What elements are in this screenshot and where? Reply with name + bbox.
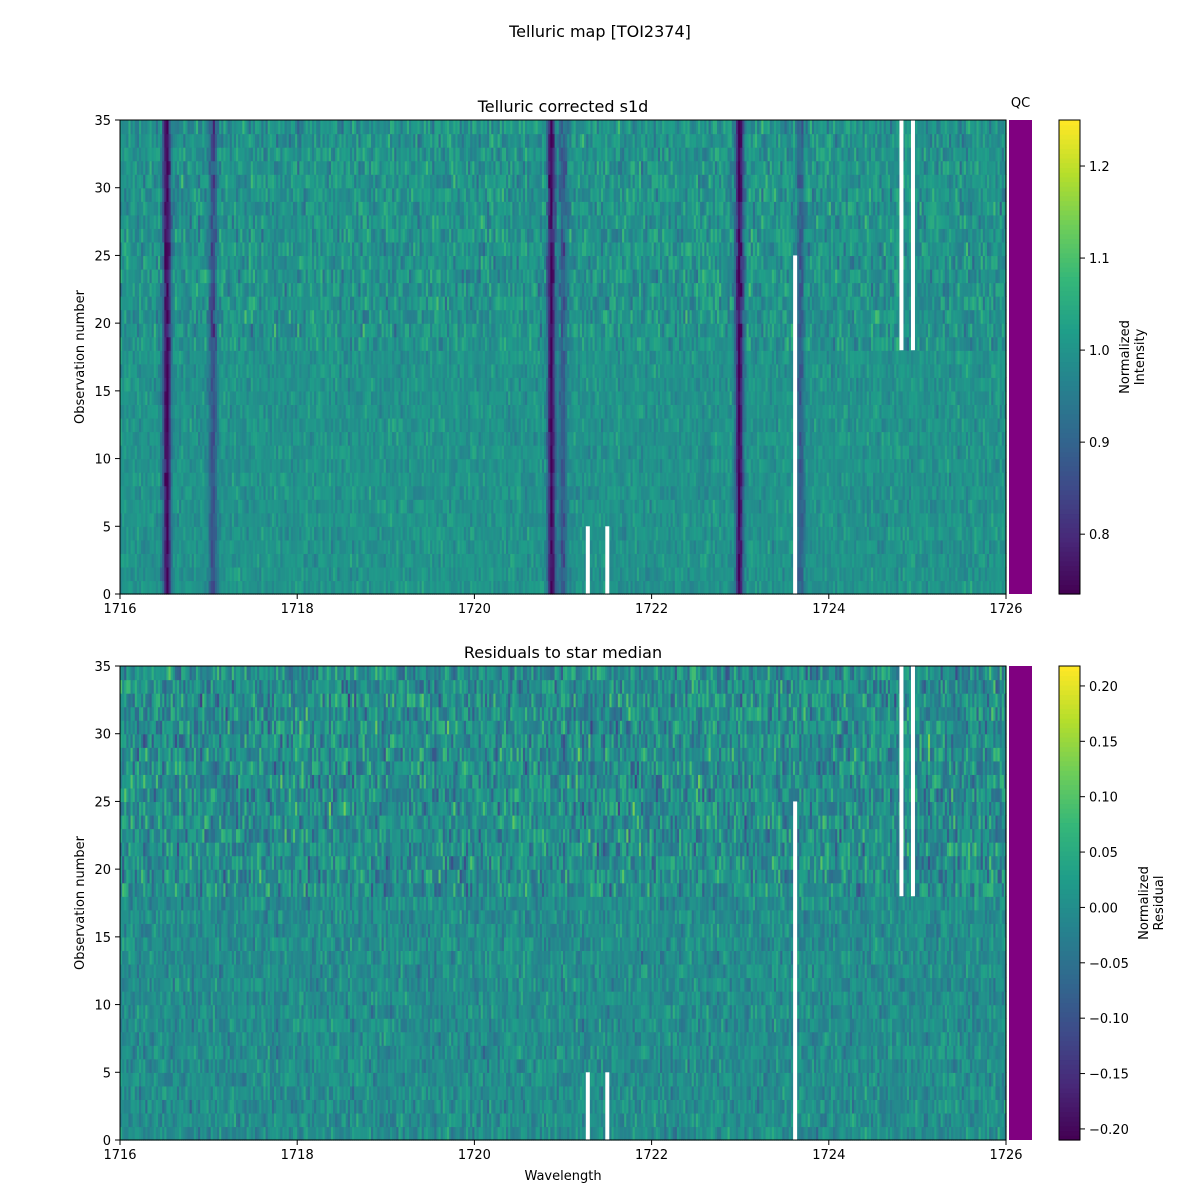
y-tick-label: 20 <box>94 863 111 878</box>
x-tick-label: 1724 <box>812 1148 845 1163</box>
colorbar-tick-label: 1.0 <box>1089 344 1110 359</box>
data-gap <box>899 120 904 351</box>
y-tick-label: 10 <box>94 999 111 1014</box>
colorbar-label: NormalizedResidual <box>1137 866 1167 940</box>
x-tick-label: 1716 <box>103 602 136 617</box>
colorbar-tick-label: 0.05 <box>1089 846 1118 861</box>
plot-frame <box>119 665 1007 1141</box>
data-gap <box>793 801 798 1140</box>
y-tick-label: 15 <box>94 931 111 946</box>
colorbar-tick-label: −0.20 <box>1089 1123 1129 1138</box>
x-tick-label: 1720 <box>458 602 491 617</box>
heatmap-cells <box>120 666 1007 1141</box>
colorbar-tick-label: −0.10 <box>1089 1012 1129 1027</box>
qc-strip <box>1009 120 1032 594</box>
y-tick-label: 0 <box>103 1134 111 1149</box>
data-gap <box>899 666 904 897</box>
x-tick-label: 1722 <box>635 602 668 617</box>
colorbar-tick-label: 0.10 <box>1089 791 1118 806</box>
y-tick-label: 5 <box>103 1066 111 1081</box>
x-tick-label: 1716 <box>103 1148 136 1163</box>
colorbar-tick-label: 1.2 <box>1089 160 1110 175</box>
y-tick-label: 0 <box>103 588 111 603</box>
x-tick-label: 1720 <box>458 1148 491 1163</box>
colorbar-tick-label: 0.00 <box>1089 901 1118 916</box>
colorbar-tick-label: 0.9 <box>1089 436 1110 451</box>
y-tick-label: 5 <box>103 520 111 535</box>
panel-title: Telluric corrected s1d <box>477 97 649 116</box>
plot-frame <box>119 119 1007 595</box>
x-tick-label: 1718 <box>281 1148 314 1163</box>
panel-telluric-corrected: Telluric corrected s1d 1716 1718 1720 1722 17… <box>73 96 1148 617</box>
y-tick-label: 25 <box>94 795 111 810</box>
colorbar-tick-label: 1.1 <box>1089 252 1110 267</box>
colorbar <box>1059 120 1080 595</box>
x-tick-label: 1726 <box>989 1148 1022 1163</box>
panel-residuals: Residuals to star median 1716 1718 1720 1722… <box>73 643 1167 1184</box>
y-tick-label: 30 <box>94 728 111 743</box>
heatmap-cells <box>120 120 1007 595</box>
x-tick-label: 1724 <box>812 602 845 617</box>
figure-suptitle: Telluric map [TOI2374] <box>508 22 691 41</box>
y-tick-label: 10 <box>94 453 111 468</box>
colorbar-label: NormalizedIntensity <box>1118 320 1148 394</box>
y-tick-label: 20 <box>94 317 111 332</box>
colorbar <box>1059 666 1080 1141</box>
qc-strip <box>1009 666 1032 1140</box>
colorbar-frame <box>1058 119 1081 595</box>
data-gap <box>585 1072 590 1140</box>
data-gap <box>585 526 590 594</box>
colorbar-tick-label: −0.05 <box>1089 957 1129 972</box>
colorbar-tick-label: 0.20 <box>1089 680 1118 695</box>
data-gap <box>605 526 610 594</box>
data-gap <box>605 1072 610 1140</box>
colorbar-frame <box>1058 665 1081 1141</box>
qc-label: QC <box>1011 96 1030 111</box>
y-tick-label: 35 <box>94 660 111 675</box>
y-tick-label: 15 <box>94 385 111 400</box>
y-axis-label: Observation number <box>73 289 88 424</box>
data-gap <box>910 120 915 351</box>
data-gap <box>910 666 915 897</box>
colorbar-tick-label: 0.15 <box>1089 735 1118 750</box>
x-axis-label: Wavelength <box>524 1169 601 1184</box>
colorbar-tick-label: 0.8 <box>1089 528 1110 543</box>
x-tick-label: 1718 <box>281 602 314 617</box>
x-tick-label: 1726 <box>989 602 1022 617</box>
y-tick-label: 25 <box>94 249 111 264</box>
x-tick-label: 1722 <box>635 1148 668 1163</box>
y-tick-label: 30 <box>94 182 111 197</box>
data-gap <box>793 255 798 594</box>
y-axis-label: Observation number <box>73 835 88 970</box>
colorbar-tick-label: −0.15 <box>1089 1068 1129 1083</box>
panel-title: Residuals to star median <box>464 643 662 662</box>
y-tick-label: 35 <box>94 114 111 129</box>
